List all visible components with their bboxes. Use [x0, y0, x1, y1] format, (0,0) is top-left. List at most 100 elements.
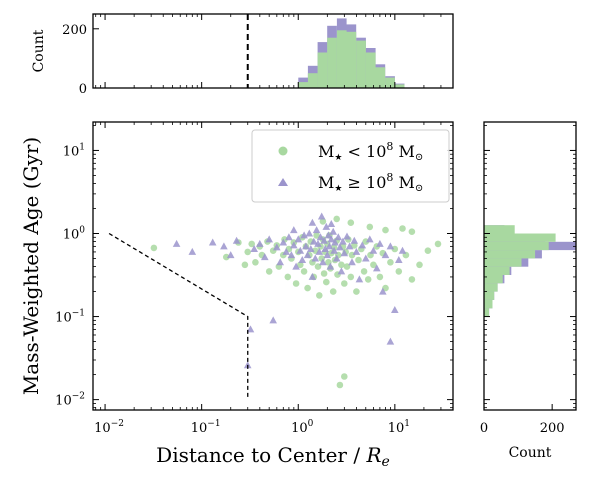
scatter-point-low-mass	[313, 232, 320, 239]
scatter-point-low-mass	[150, 244, 158, 252]
top-histogram-bar	[365, 52, 376, 88]
scatter-point-high-mass	[188, 247, 197, 255]
top-histogram-bar	[336, 30, 347, 88]
scatter-point-high-mass	[287, 251, 296, 259]
y-tick-label: 10−2	[55, 392, 85, 409]
scatter-point-high-mass	[302, 242, 310, 250]
scatter-point-low-mass	[223, 253, 230, 261]
scatter-point-high-mass	[246, 325, 255, 333]
scatter-point-high-mass	[312, 226, 321, 234]
scatter-point-low-mass	[347, 273, 355, 281]
scatter-point-high-mass	[331, 238, 339, 246]
scatter-point-high-mass	[305, 229, 314, 237]
top-histogram-bar	[385, 77, 395, 88]
scatter-point-low-mass	[297, 261, 304, 269]
scatter-point-high-mass	[352, 247, 361, 255]
scatter-point-high-mass	[386, 337, 395, 345]
scatter-point-high-mass	[337, 267, 346, 275]
scatter-point-low-mass	[382, 226, 389, 234]
scatter-point-high-mass	[303, 251, 312, 259]
scatter-point-low-mass	[347, 219, 355, 226]
scatter-point-low-mass	[284, 273, 292, 281]
main-ylabel: Mass-Weighted Age (Gyr)	[19, 137, 43, 395]
scatter-point-high-mass	[208, 238, 217, 246]
scatter-point-low-mass	[333, 215, 341, 223]
scatter-point-high-mass	[379, 287, 387, 295]
scatter-point-high-mass	[330, 246, 338, 254]
scatter-point-high-mass	[310, 237, 318, 245]
scatter-point-high-mass	[327, 220, 336, 227]
scatter-point-high-mass	[395, 256, 403, 263]
right-histogram-bar	[484, 225, 515, 234]
scatter-point-high-mass	[292, 262, 300, 270]
scatter-point-low-mass	[292, 280, 300, 287]
scatter-point-high-mass	[294, 235, 303, 243]
scatter-point-high-mass	[398, 246, 407, 254]
scatter-point-high-mass	[232, 236, 241, 244]
scatter-point-high-mass	[314, 239, 322, 247]
scatter-point-high-mass	[373, 264, 381, 272]
y-tick-label: 100	[63, 226, 86, 243]
right-histogram-bars	[484, 225, 576, 317]
y-tick-label: 101	[63, 142, 85, 159]
scatter-point-high-mass	[308, 218, 317, 226]
legend-marker-high-mass	[278, 178, 288, 186]
scatter-point-high-mass	[321, 245, 329, 252]
scatter-point-high-mass	[220, 242, 228, 250]
x-tick-label: 10−1	[191, 419, 221, 436]
right-histogram-bar	[484, 250, 536, 259]
right-histogram-bar	[484, 308, 490, 317]
scatter-point-low-mass	[241, 261, 249, 269]
scatter-point-high-mass	[290, 226, 298, 234]
scatter-point-high-mass	[386, 242, 395, 250]
scatter-point-high-mass	[358, 241, 367, 249]
right-histogram-bar	[484, 291, 495, 300]
top-y-tick-label: 0	[79, 82, 87, 97]
scatter-point-high-mass	[348, 258, 356, 266]
scatter-point-high-mass	[336, 243, 344, 251]
scatter-point-low-mass	[341, 280, 348, 287]
right-histogram-bar	[484, 233, 556, 242]
scatter-point-high-mass	[300, 231, 308, 239]
scatter-point-high-mass	[376, 239, 384, 247]
scatter-point-low-mass	[364, 276, 372, 283]
scatter-point-high-mass	[311, 254, 320, 262]
scatter-point-high-mass	[381, 251, 390, 259]
top-histogram-bar	[375, 67, 386, 88]
scatter-point-high-mass	[340, 249, 349, 257]
scatter-point-low-mass	[370, 261, 377, 269]
scatter-point-high-mass	[317, 212, 326, 220]
scatter-point-low-mass	[316, 292, 323, 299]
scatter-point-high-mass	[320, 236, 328, 244]
scatter-point-low-mass	[391, 245, 399, 253]
scatter-point-high-mass	[326, 262, 335, 270]
scatter-point-high-mass	[279, 238, 288, 246]
scatter-point-low-mass	[434, 240, 442, 248]
main-frame	[92, 121, 454, 411]
top-histogram-frame	[92, 13, 454, 89]
right-x-tick-label: 0	[480, 421, 488, 436]
scatter-point-high-mass	[327, 235, 336, 243]
scatter-point-high-mass	[243, 361, 252, 369]
scatter-point-high-mass	[296, 246, 305, 254]
scatter-point-high-mass	[226, 251, 235, 259]
x-tick-label: 101	[388, 419, 410, 436]
legend-marker-low-mass	[278, 146, 288, 156]
scatter-point-low-mass	[424, 247, 432, 254]
main-ticks: 10−2 10−2 10−1 10−1 100 100 101 101	[55, 122, 453, 436]
right-histogram-bar	[484, 266, 510, 275]
legend-label-low-mass: M★ < 108 M⊙	[318, 140, 423, 163]
scatter-point-low-mass	[338, 261, 345, 269]
scatter-point-high-mass	[298, 256, 307, 263]
scatter-point-high-mass	[355, 275, 364, 283]
scatter-point-high-mass	[308, 272, 317, 280]
scatter-point-low-mass	[395, 268, 403, 275]
main-scatter-panel: 10−2 10−2 10−1 10−1 100 100 101 101 Distance to…	[19, 121, 454, 470]
scatter-point-low-mass	[416, 261, 423, 269]
right-histogram-ticks: 0 200	[480, 125, 576, 436]
scatter-point-high-mass	[329, 227, 337, 235]
scatter-point-high-mass	[290, 241, 298, 249]
scatter-point-high-mass	[324, 231, 333, 239]
scatter-point-high-mass	[282, 247, 290, 255]
scatter-point-low-mass	[353, 288, 360, 295]
